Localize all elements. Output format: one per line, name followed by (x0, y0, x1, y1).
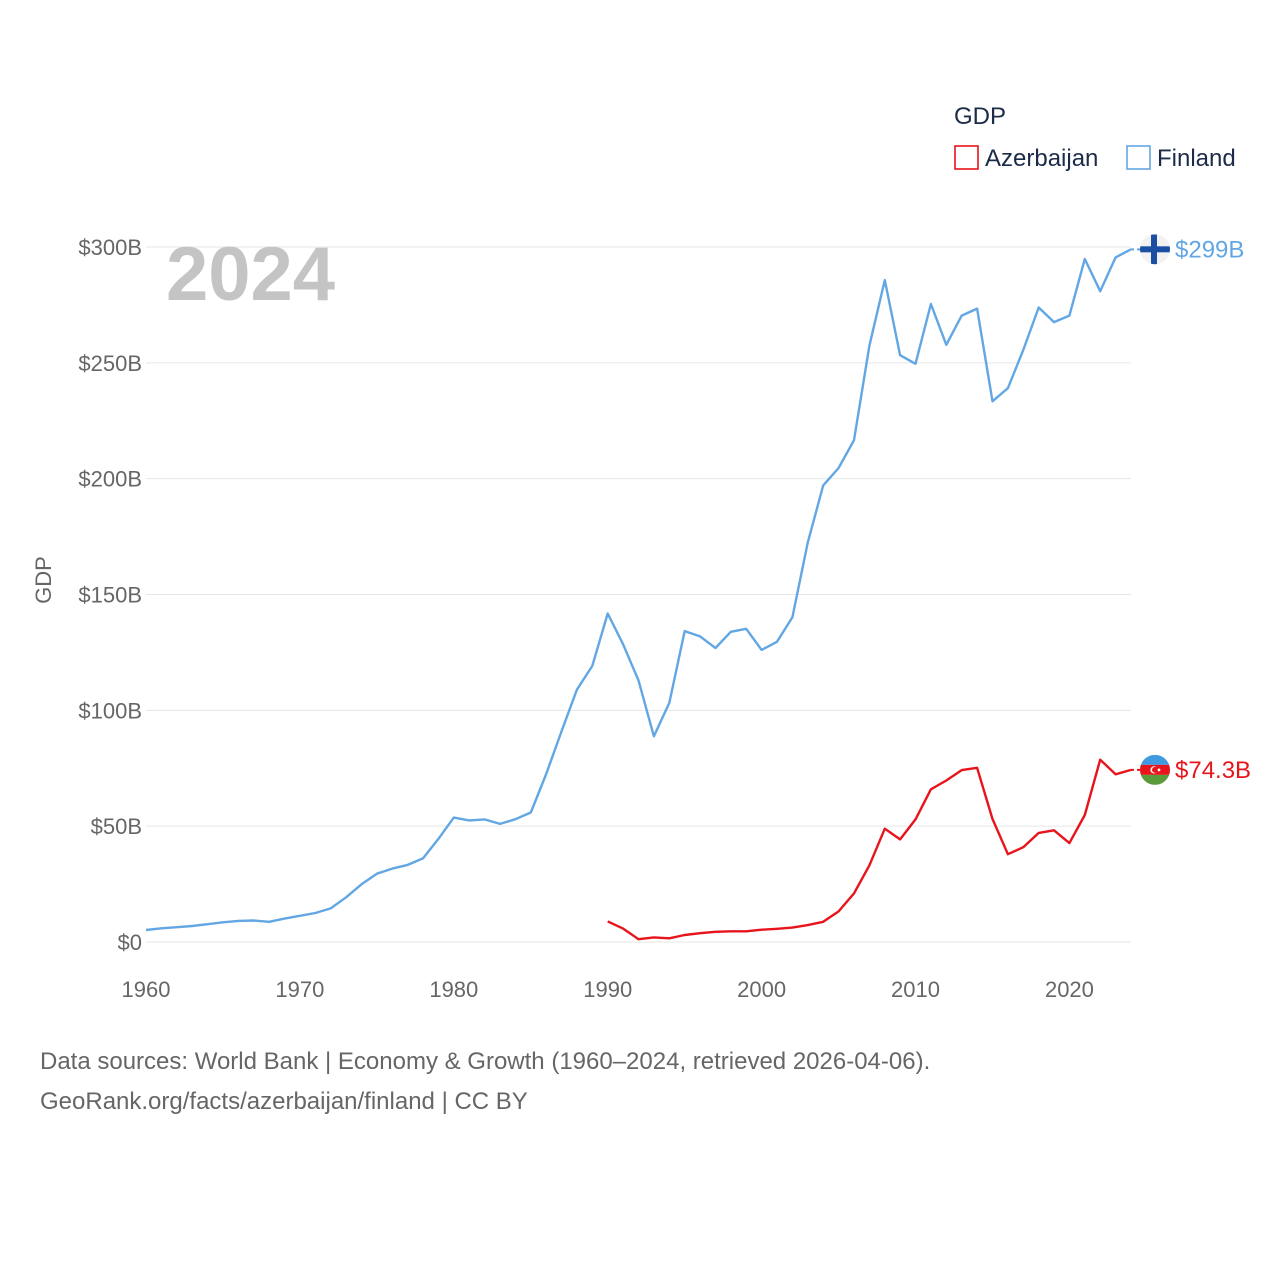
x-axis-ticks: 1960 1970 1980 1990 2000 2010 2020 (122, 977, 1094, 1002)
legend[interactable]: GDP Azerbaijan Finland (954, 103, 1236, 172)
y-tick-label: $50B (91, 814, 142, 839)
legend-swatch (1126, 145, 1151, 170)
y-tick-label: $200B (78, 467, 142, 492)
y-tick-label: $250B (78, 351, 142, 376)
legend-label: Azerbaijan (985, 145, 1098, 172)
x-tick-label: 2010 (891, 977, 940, 1002)
series-line-azerbaijan[interactable] (607, 758, 1132, 941)
end-value-label-azerbaijan: $74.3B (1175, 757, 1251, 784)
legend-item-azerbaijan[interactable]: Azerbaijan (954, 145, 1098, 172)
y-axis-label: GDP (31, 556, 56, 604)
x-tick-label: 2000 (737, 977, 786, 1002)
finland-flag-icon (1140, 234, 1170, 265)
footer: Data sources: World Bank | Economy & Gro… (40, 1042, 930, 1122)
x-tick-label: 2020 (1045, 977, 1094, 1002)
y-tick-label: $100B (78, 698, 142, 723)
azerbaijan-flag-icon (1140, 754, 1170, 785)
legend-item-finland[interactable]: Finland (1126, 145, 1236, 172)
legend-label: Finland (1157, 145, 1236, 172)
y-tick-label: $150B (78, 583, 142, 608)
y-axis-ticks: $0 $50B $100B $150B $200B $250B $300B (78, 235, 142, 955)
x-tick-label: 1990 (583, 977, 632, 1002)
x-tick-label: 1970 (275, 977, 324, 1002)
end-value-label-finland: $299B (1175, 236, 1244, 263)
legend-swatch (954, 145, 979, 170)
y-tick-label: $0 (118, 930, 142, 955)
y-tick-label: $300B (78, 235, 142, 260)
source-url-license: GeoRank.org/facts/azerbaijan/finland | C… (40, 1088, 528, 1115)
x-tick-label: 1980 (429, 977, 478, 1002)
year-watermark: 2024 (166, 232, 335, 317)
series-end-markers: $74.3B $299B (1131, 234, 1251, 785)
series-lines (145, 248, 1132, 941)
gdp-line-chart: $0 $50B $100B $150B $200B $250B $300B 1960 1970… (31, 103, 1251, 1002)
series-line-finland[interactable] (145, 248, 1132, 932)
data-source-note: Data sources: World Bank | Economy & Gro… (40, 1048, 931, 1075)
gridlines (146, 246, 1131, 943)
x-tick-label: 1960 (122, 977, 171, 1002)
legend-title: GDP (954, 103, 1006, 130)
